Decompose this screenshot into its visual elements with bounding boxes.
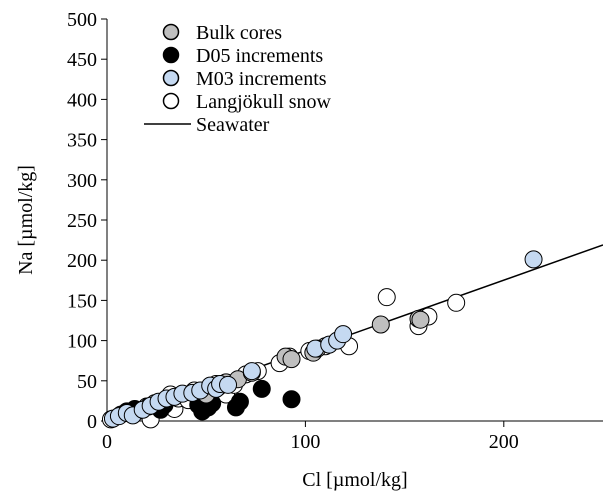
y-tick-label: 200 (67, 250, 97, 272)
point-langj-kull-snow (377, 288, 396, 307)
y-tick-label: 250 (67, 210, 97, 232)
y-tick-label: 500 (67, 9, 97, 31)
legend-label-seawater: Seawater (196, 114, 270, 136)
point-m03-increments (524, 250, 543, 269)
point-langj-kull-snow (447, 293, 466, 312)
point-bulk-cores (282, 350, 301, 369)
legend-marker-m03-increments (162, 69, 180, 87)
point-d05-increments (282, 390, 301, 409)
y-tick-label: 400 (67, 89, 97, 111)
point-d05-increments (252, 379, 271, 398)
x-tick-label: 200 (489, 431, 519, 453)
x-tick-label: 0 (102, 431, 112, 453)
point-m03-increments (334, 325, 353, 344)
legend-marker-langj-kull-snow (162, 92, 180, 110)
y-axis-label: Na [µmol/kg] (15, 165, 37, 275)
y-tick-label: 50 (77, 371, 97, 393)
point-bulk-cores (371, 315, 390, 334)
point-d05-increments (230, 392, 249, 411)
legend-label-m03-increments: M03 increments (196, 68, 327, 90)
plot-area (101, 244, 603, 429)
y-tick-label: 100 (67, 331, 97, 353)
point-m03-increments (219, 375, 238, 394)
point-m03-increments (242, 362, 261, 381)
legend-marker-d05-increments (162, 46, 180, 64)
y-tick-label: 150 (67, 290, 97, 312)
y-tick-label: 0 (87, 411, 97, 433)
legend-marker-bulk-cores (162, 23, 180, 41)
axes: 0 50 100 150 200 250 300 350 400 450 500 0 100 200 (67, 9, 603, 453)
point-bulk-cores (411, 310, 430, 329)
y-tick-label: 450 (67, 49, 97, 71)
y-tick-label: 300 (67, 170, 97, 192)
y-tick-label: 350 (67, 130, 97, 152)
legend-label-d05-increments: D05 increments (196, 45, 323, 67)
legend-label-langj-kull-snow: Langjökull snow (196, 91, 332, 113)
x-axis-label: Cl [µmol/kg] (302, 469, 407, 491)
legend-label-bulk-cores: Bulk cores (196, 22, 282, 44)
x-tick-label: 100 (290, 431, 320, 453)
